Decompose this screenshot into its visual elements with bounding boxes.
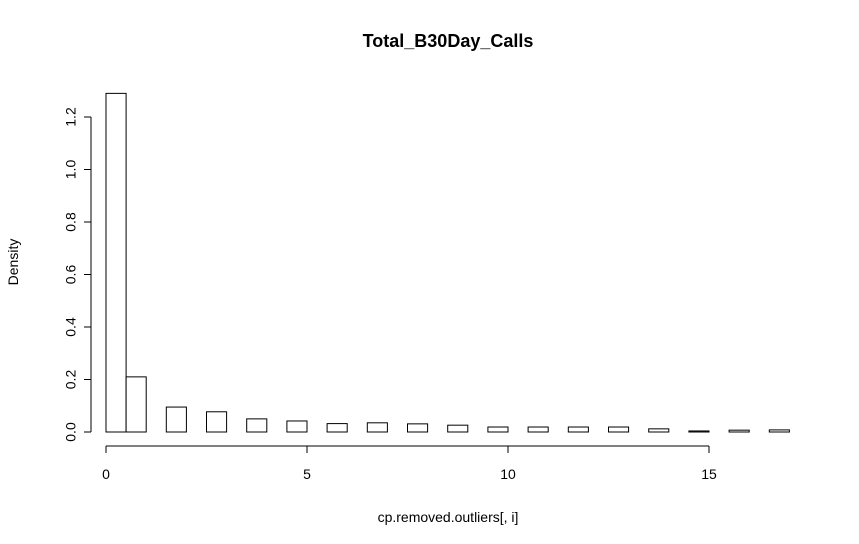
histogram-bar-5 (286, 420, 308, 433)
x-axis-label: cp.removed.outliers[, i] (378, 509, 519, 525)
histogram-bar-10 (487, 426, 509, 433)
histogram-bar-2 (165, 406, 187, 433)
y-axis-label: Density (5, 239, 21, 286)
x-tick-label-3: 15 (701, 466, 717, 482)
histogram-bar-6 (326, 423, 348, 433)
histogram-bar-12 (567, 426, 589, 433)
histogram-bar-4 (246, 418, 268, 433)
histogram-bar-3 (206, 411, 228, 433)
y-tick-label-2: 0.4 (63, 317, 79, 337)
histogram-bar-17 (768, 429, 790, 433)
y-tick-label-5: 1.0 (63, 160, 79, 180)
y-tick-label-6: 1.2 (63, 107, 79, 127)
x-tick-label-2: 10 (500, 466, 516, 482)
y-axis: 0.0 0.2 0.4 0.6 0.8 1.0 1.2 (63, 107, 92, 442)
histogram-bar-8 (407, 423, 429, 433)
histogram-bar-7 (366, 422, 388, 433)
histogram-bar-13 (608, 426, 630, 433)
histogram-bar-9 (447, 424, 469, 433)
histogram-bar-16 (728, 429, 750, 433)
y-tick-label-4: 0.8 (63, 212, 79, 232)
x-tick-label-1: 5 (303, 466, 311, 482)
chart-title: Total_B30Day_Calls (363, 31, 534, 51)
histogram-bar-14 (648, 428, 670, 433)
histogram-bar-1 (125, 376, 147, 433)
x-axis: 0 5 10 15 (102, 445, 717, 482)
y-tick-label-1: 0.2 (63, 370, 79, 390)
y-tick-label-3: 0.6 (63, 265, 79, 285)
y-tick-label-0: 0.0 (63, 422, 79, 442)
histogram-bar-11 (527, 426, 549, 433)
histogram-bar-15 (688, 430, 710, 433)
histogram-bar-0 (105, 92, 127, 433)
bars-group (105, 92, 790, 433)
x-tick-label-0: 0 (102, 466, 110, 482)
